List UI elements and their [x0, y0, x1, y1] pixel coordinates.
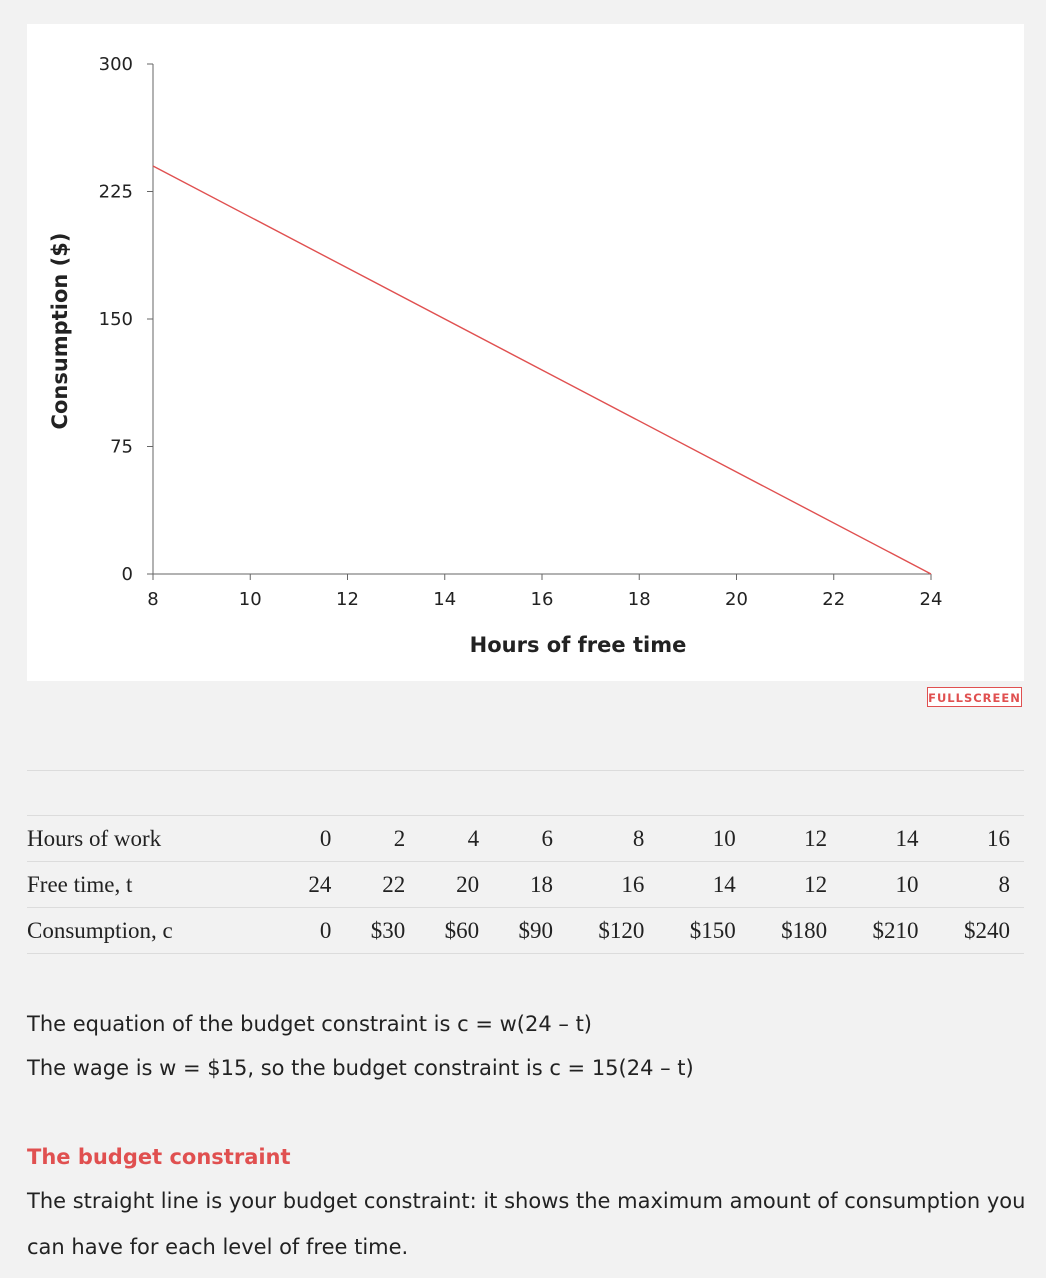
x-tick-label-3: 14	[433, 589, 456, 610]
table-cell: $60	[419, 907, 494, 954]
section-divider	[27, 770, 1024, 771]
x-tick-label-6: 20	[725, 589, 748, 610]
row-label: Consumption, c	[27, 907, 289, 954]
table-row: Consumption, c 0 $30 $60 $90 $120 $150 $180 $210…	[27, 907, 1024, 954]
table-cell: $210	[841, 907, 933, 954]
x-axis-label: Hours of free time	[470, 633, 687, 657]
budget-constraint-line	[152, 165, 932, 575]
table-cell: 0	[289, 815, 346, 862]
equation-block: The equation of the budget constraint is…	[27, 1002, 1027, 1090]
y-tick-label-1: 75	[110, 437, 133, 458]
table-cell: 10	[658, 815, 750, 862]
x-tick-label-0: 8	[147, 589, 158, 610]
table-cell: 14	[658, 861, 750, 908]
table-cell: 0	[289, 907, 346, 954]
equation-line-1: The equation of the budget constraint is…	[27, 1012, 592, 1036]
x-tick-label-5: 18	[628, 589, 651, 610]
y-tick-label-2: 150	[99, 309, 133, 330]
table-cell: 8	[932, 861, 1024, 908]
table-cell: 2	[345, 815, 420, 862]
table-row: Free time, t 24 22 20 18 16 14 12 10 8	[27, 861, 1024, 908]
x-tick-label-2: 12	[336, 589, 359, 610]
table-cell: $180	[749, 907, 842, 954]
budget-constraint-chart: 0 75 150 225 300 8 10 12 14 16 18 20 22 24 Hours of fr…	[48, 54, 943, 657]
equation-line-2: The wage is w = $15, so the budget const…	[27, 1056, 694, 1080]
table-cell: $240	[932, 907, 1024, 954]
y-axis-label: Consumption ($)	[48, 233, 72, 430]
y-tick-label-0: 0	[122, 564, 133, 585]
table-cell: $30	[345, 907, 420, 954]
x-tick-label-8: 24	[920, 589, 943, 610]
table-cell: 16	[566, 861, 659, 908]
table-cell: 20	[419, 861, 494, 908]
chart-panel: 0 75 150 225 300 8 10 12 14 16 18 20 22 24 Hours of fr…	[27, 24, 1024, 681]
table-cell: 12	[749, 815, 842, 862]
table-cell: 6	[493, 815, 567, 862]
section-description: The straight line is your budget constra…	[27, 1189, 1026, 1259]
table-cell: 12	[749, 861, 842, 908]
x-tick-label-1: 10	[239, 589, 262, 610]
table-cell: $150	[658, 907, 750, 954]
table-cell: $90	[493, 907, 567, 954]
table-cell: 8	[566, 815, 659, 862]
budget-table: Hours of work 0 2 4 6 8 10 12 14 16 Free time, t 24…	[27, 815, 1024, 954]
row-label: Hours of work	[27, 815, 289, 862]
row-label: Free time, t	[27, 861, 289, 908]
table-cell: $120	[566, 907, 659, 954]
table-cell: 24	[289, 861, 346, 908]
table-cell: 18	[493, 861, 567, 908]
section-heading: The budget constraint	[27, 1145, 291, 1169]
table-cell: 4	[419, 815, 494, 862]
table-cell: 22	[345, 861, 420, 908]
fullscreen-button[interactable]: FULLSCREEN	[927, 687, 1022, 707]
y-tick-label-3: 225	[99, 182, 133, 203]
x-tick-label-7: 22	[822, 589, 845, 610]
table-cell: 14	[841, 815, 933, 862]
table-row: Hours of work 0 2 4 6 8 10 12 14 16	[27, 815, 1024, 862]
table-cell: 10	[841, 861, 933, 908]
table-cell: 16	[932, 815, 1024, 862]
x-tick-label-4: 16	[531, 589, 554, 610]
y-tick-label-4: 300	[99, 54, 133, 75]
